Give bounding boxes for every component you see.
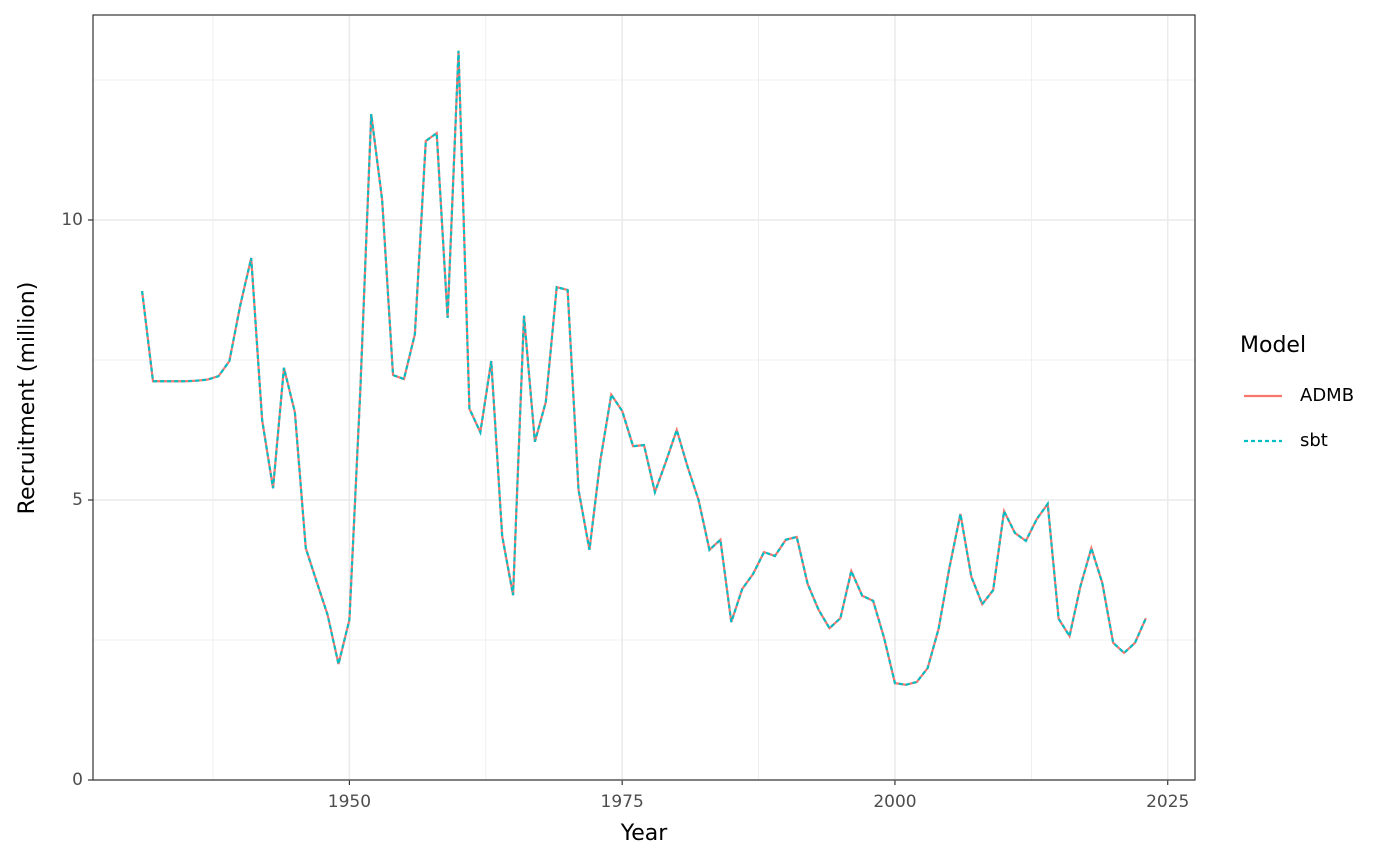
x-tick-label: 1975: [601, 792, 644, 812]
x-tick-label: 2025: [1146, 792, 1189, 812]
x-axis-title: Year: [620, 821, 669, 846]
legend-title: Model: [1240, 333, 1306, 358]
x-tick-label: 1950: [328, 792, 371, 812]
legend-label: sbt: [1300, 430, 1328, 451]
series-line: [141, 50, 1147, 686]
x-tick-label: 2000: [873, 792, 916, 812]
y-tick-label: 10: [61, 210, 83, 230]
y-axis-title: Recruitment (million): [15, 282, 40, 515]
series-line: [141, 50, 1147, 686]
y-tick-label: 5: [72, 490, 83, 510]
y-tick-label: 0: [72, 770, 83, 790]
plot-border: [92, 14, 1196, 781]
legend-label: ADMB: [1300, 385, 1354, 406]
